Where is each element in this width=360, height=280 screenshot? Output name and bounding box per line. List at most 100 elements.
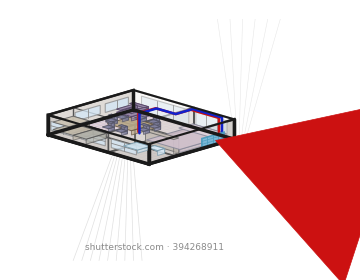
Polygon shape [131,124,154,135]
Polygon shape [111,139,136,155]
Polygon shape [134,104,138,108]
Polygon shape [120,105,138,113]
Polygon shape [127,108,149,114]
Polygon shape [193,126,226,139]
Polygon shape [193,124,226,136]
Polygon shape [140,129,229,154]
Polygon shape [118,125,127,127]
Polygon shape [152,120,161,123]
Polygon shape [134,116,147,119]
Polygon shape [86,133,106,144]
Polygon shape [140,116,147,121]
Polygon shape [116,107,149,117]
Polygon shape [73,111,190,145]
Polygon shape [212,134,226,140]
Polygon shape [138,111,147,114]
Polygon shape [145,128,179,153]
Polygon shape [111,114,117,120]
Polygon shape [196,112,227,137]
Polygon shape [154,125,161,129]
Polygon shape [116,115,129,119]
Polygon shape [144,130,149,134]
Polygon shape [122,115,129,120]
Polygon shape [144,108,149,112]
Polygon shape [134,107,149,116]
Polygon shape [73,129,106,139]
Polygon shape [140,111,147,118]
Polygon shape [138,128,149,131]
Polygon shape [125,113,129,118]
Polygon shape [129,117,154,129]
Polygon shape [154,146,165,153]
Polygon shape [48,90,234,144]
Polygon shape [120,111,129,114]
Polygon shape [147,126,226,150]
Polygon shape [115,129,127,132]
Polygon shape [48,110,234,164]
Polygon shape [131,109,149,117]
Polygon shape [108,127,114,132]
Polygon shape [121,131,127,136]
Polygon shape [135,125,176,156]
Polygon shape [108,125,114,130]
Polygon shape [154,120,159,125]
Polygon shape [154,122,159,126]
Polygon shape [53,116,89,127]
Polygon shape [140,128,179,139]
Polygon shape [180,136,226,153]
Polygon shape [114,116,117,121]
Polygon shape [202,132,224,147]
Polygon shape [121,125,127,131]
Polygon shape [111,120,117,125]
Polygon shape [111,123,114,128]
Polygon shape [140,118,147,122]
Polygon shape [131,112,149,121]
Polygon shape [48,90,134,135]
Polygon shape [107,117,154,131]
Polygon shape [136,142,150,150]
Polygon shape [121,129,127,134]
Polygon shape [73,129,93,140]
Polygon shape [129,102,149,108]
Polygon shape [148,146,165,151]
Polygon shape [138,146,150,153]
Polygon shape [158,148,165,155]
Polygon shape [122,117,129,122]
Polygon shape [134,102,149,112]
Polygon shape [48,115,149,164]
Polygon shape [144,107,149,113]
Polygon shape [53,124,93,135]
Polygon shape [149,119,234,164]
Polygon shape [154,120,161,126]
Polygon shape [116,104,138,110]
Polygon shape [111,118,117,123]
Polygon shape [122,111,129,117]
Polygon shape [154,115,159,122]
Polygon shape [123,142,150,150]
Polygon shape [144,113,147,118]
Polygon shape [105,118,117,122]
Polygon shape [108,108,194,152]
Polygon shape [147,125,149,130]
Polygon shape [149,125,161,128]
Polygon shape [179,124,226,138]
Polygon shape [144,123,149,130]
Polygon shape [157,117,159,122]
Polygon shape [144,128,149,133]
Polygon shape [73,124,93,134]
Polygon shape [105,121,114,123]
Text: shutterstock.com · 394268911: shutterstock.com · 394268911 [85,243,224,252]
Polygon shape [81,130,105,146]
Polygon shape [108,114,117,117]
Polygon shape [93,129,106,138]
Polygon shape [124,127,127,132]
Polygon shape [51,121,76,137]
Polygon shape [158,122,161,127]
Polygon shape [108,121,114,127]
Polygon shape [140,123,149,126]
Polygon shape [141,96,189,126]
Polygon shape [73,116,89,128]
Polygon shape [69,121,89,134]
Polygon shape [150,115,159,118]
Polygon shape [102,125,114,129]
